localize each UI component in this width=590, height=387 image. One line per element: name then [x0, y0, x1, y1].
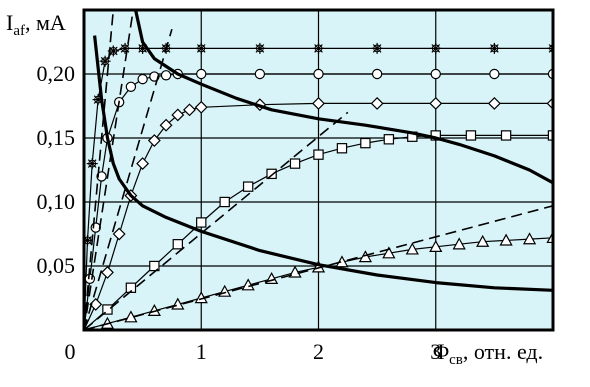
data-point-asterisk: [371, 42, 383, 54]
data-point-square: [125, 282, 137, 293]
data-point-triangle: [522, 232, 537, 245]
data-point-circle: [125, 81, 137, 93]
data-point-diamond: [159, 118, 173, 132]
data-point-circle: [489, 68, 500, 80]
data-point-square: [500, 130, 512, 141]
series-line-asterisk: [84, 47, 553, 330]
data-point-square: [313, 149, 324, 160]
data-point-diamond: [429, 96, 443, 110]
data-point-diamond: [487, 96, 501, 110]
data-point-triangle: [241, 278, 255, 291]
data-point-square: [383, 134, 395, 145]
y-tick-label: 0,20: [37, 61, 76, 86]
y-tick-label: 0,15: [37, 125, 76, 150]
data-point-asterisk: [313, 42, 324, 54]
data-point-triangle: [429, 239, 443, 252]
data-point-asterisk: [430, 42, 442, 54]
tick-labels: 0,05 0,10 0,15 0,20 1 2 3 0: [37, 61, 442, 364]
dashed-line: [84, 10, 115, 330]
data-point-triangle: [499, 233, 513, 246]
y-tick-label: 0,10: [37, 189, 76, 214]
data-point-square: [172, 239, 183, 250]
dashed-line: [84, 111, 349, 330]
data-point-asterisk: [86, 158, 98, 170]
data-point-triangle: [288, 265, 302, 278]
dashed-line: [84, 205, 553, 330]
data-point-square: [336, 143, 348, 154]
data-point-asterisk: [99, 55, 111, 67]
plot-border: [82, 8, 555, 332]
data-point-diamond: [370, 96, 384, 110]
data-point-square: [360, 137, 371, 149]
data-point-asterisk: [488, 42, 500, 54]
plot-frame: [82, 8, 555, 332]
data-point-triangle: [452, 237, 466, 250]
data-point-diamond: [312, 96, 325, 110]
series-layer: [84, 10, 553, 330]
data-point-circle: [137, 73, 148, 85]
data-point-square: [242, 181, 254, 192]
data-point-diamond: [112, 227, 126, 241]
data-point-circle: [96, 171, 107, 182]
data-point-asterisk: [254, 42, 266, 54]
origin-label: 0: [65, 339, 76, 364]
data-point-diamond: [89, 297, 103, 311]
x-tick-label: 2: [313, 339, 324, 364]
data-point-square: [465, 130, 477, 141]
data-point-asterisk: [195, 42, 207, 54]
data-point-square: [219, 196, 230, 208]
x-axis-label: Φсв, отн. ед.: [433, 339, 543, 368]
dashed-line: [84, 10, 134, 330]
y-tick-label: 0,05: [37, 253, 76, 278]
data-point-diamond: [194, 100, 208, 114]
data-point-circle: [313, 68, 324, 80]
data-point-circle: [371, 68, 383, 80]
series-group: [84, 10, 553, 330]
bold-curve: [93, 35, 553, 292]
data-point-circle: [254, 68, 266, 80]
data-point-circle: [196, 68, 207, 80]
bold-curve: [134, 10, 553, 185]
data-point-diamond: [183, 103, 196, 117]
data-point-triangle: [358, 250, 373, 263]
data-point-asterisk: [119, 42, 131, 54]
data-point-square: [289, 158, 301, 169]
data-point-triangle: [476, 234, 490, 247]
data-point-diamond: [171, 108, 185, 122]
data-point-square: [149, 260, 160, 272]
data-point-triangle: [382, 246, 396, 259]
x-tick-label: 1: [196, 339, 207, 364]
data-point-square: [102, 304, 113, 315]
data-point-square: [266, 168, 277, 180]
data-point-square: [196, 217, 207, 228]
series-line-circle: [84, 73, 553, 330]
data-point-diamond: [101, 265, 114, 279]
data-point-circle: [430, 68, 441, 80]
data-point-triangle: [405, 242, 419, 255]
data-point-diamond: [136, 157, 150, 171]
data-point-asterisk: [107, 45, 119, 57]
dashed-line: [84, 28, 173, 330]
x-tick-label: 3: [430, 339, 441, 364]
data-point-square: [547, 130, 553, 141]
y-axis-label: Iaf, мА: [6, 10, 66, 39]
data-point-circle: [160, 70, 172, 81]
data-point-diamond: [147, 134, 161, 148]
